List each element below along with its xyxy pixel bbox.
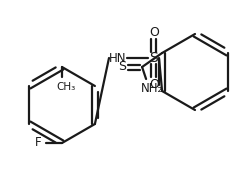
Text: F: F xyxy=(34,136,41,150)
Text: HN: HN xyxy=(109,51,126,64)
Text: S: S xyxy=(149,51,158,65)
Text: O: O xyxy=(148,25,158,39)
Text: S: S xyxy=(118,60,126,74)
Text: NH₂: NH₂ xyxy=(140,82,162,96)
Text: CH₃: CH₃ xyxy=(56,82,75,92)
Text: O: O xyxy=(148,78,158,90)
